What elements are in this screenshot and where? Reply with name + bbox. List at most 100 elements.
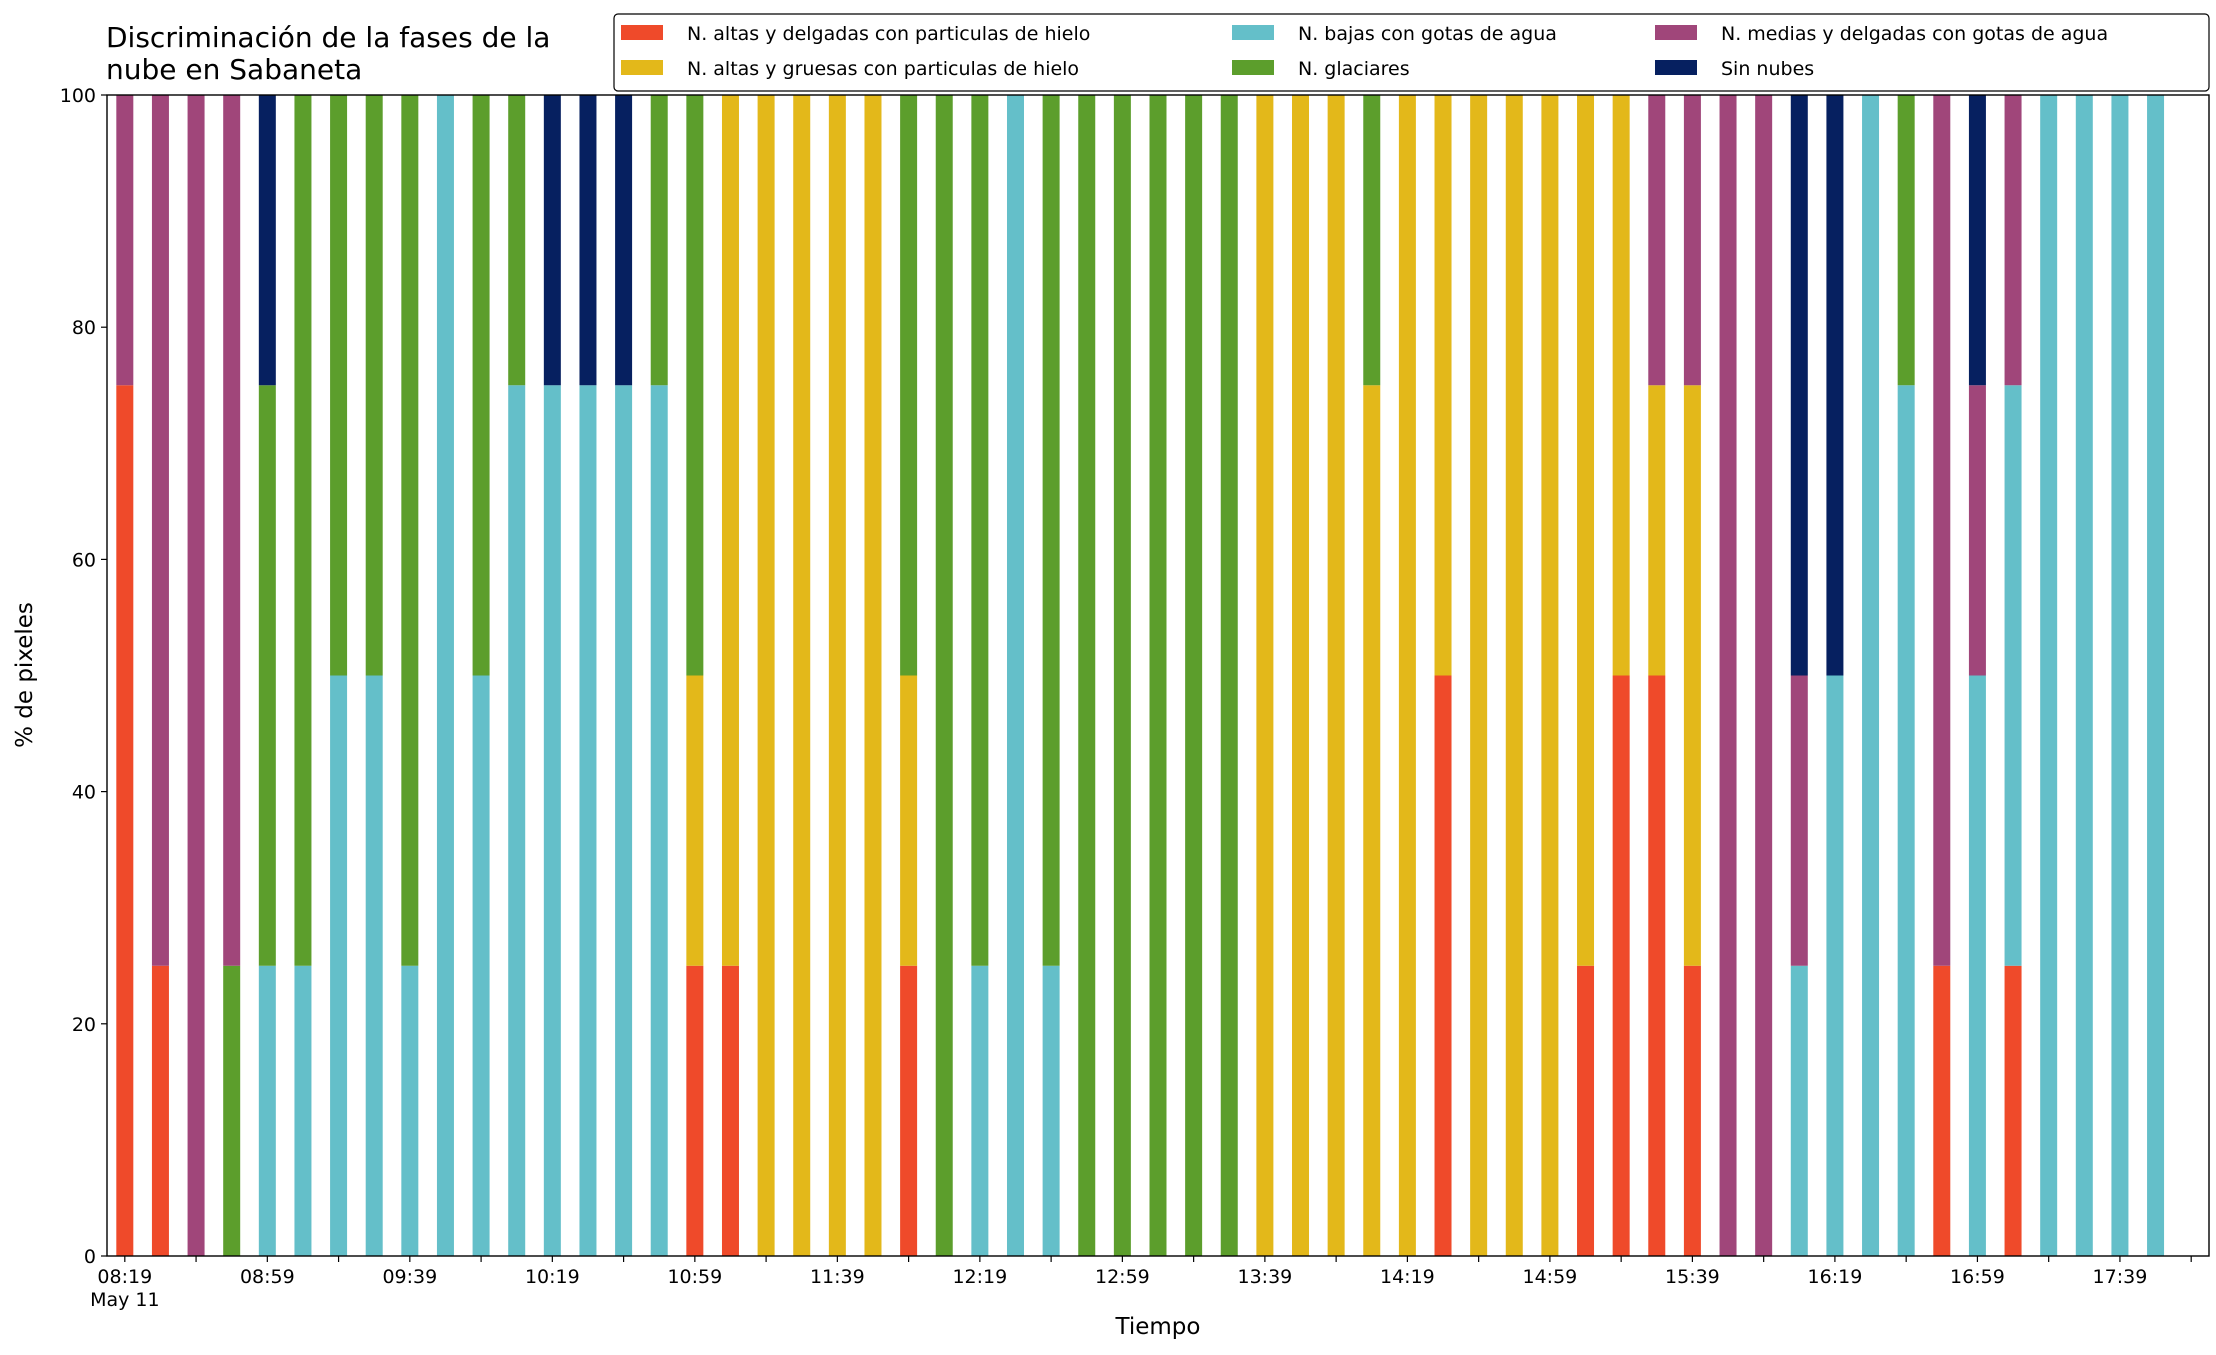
bar-segment <box>1648 385 1666 676</box>
x-tick-label: 12:19 <box>952 1266 1007 1288</box>
bar-segment <box>615 95 633 386</box>
bar-segment <box>900 965 918 1256</box>
bar-segment <box>1042 95 1060 966</box>
bar-segment <box>1826 675 1844 1256</box>
legend-box <box>613 13 2210 92</box>
x-date-label: May 11 <box>90 1289 160 1311</box>
bar-segment <box>1719 95 1737 1256</box>
bar-segment <box>294 95 312 966</box>
bar-segment <box>365 675 383 1256</box>
legend-label: N. altas y delgadas con particulas de hi… <box>687 23 1090 45</box>
bar-segment <box>971 95 989 966</box>
bar-segment <box>1006 95 1024 1256</box>
x-tick-label: 14:19 <box>1380 1266 1435 1288</box>
bar-segment <box>543 385 561 1256</box>
x-tick-label: 10:19 <box>525 1266 580 1288</box>
bar-segment <box>1790 675 1808 966</box>
y-tick-label: 40 <box>72 782 96 804</box>
bar-segment <box>365 95 383 676</box>
bar-segment <box>686 95 704 676</box>
bar-segment <box>1826 95 1844 676</box>
bar-segment <box>1113 95 1131 1256</box>
bar-segment <box>686 965 704 1256</box>
bar-segment <box>1363 385 1381 1256</box>
legend-swatch <box>1232 25 1274 40</box>
plot-frame <box>106 94 2210 1257</box>
bar-segment <box>2004 965 2022 1256</box>
x-tick-label: 13:39 <box>1237 1266 1292 1288</box>
bar-segment <box>1683 385 1701 966</box>
bar-segment <box>900 675 918 966</box>
bar-segment <box>1434 95 1452 676</box>
bar-segment <box>1327 95 1345 1256</box>
bar-segment <box>1968 95 1986 386</box>
bar-segment <box>1968 675 1986 1256</box>
legend-label: N. bajas con gotas de agua <box>1298 23 1557 45</box>
bar-segment <box>1933 95 1951 966</box>
bar-segment <box>294 965 312 1256</box>
legend-label: N. altas y gruesas con particulas de hie… <box>687 58 1079 80</box>
bar-segment <box>401 965 419 1256</box>
bar-segment <box>258 965 276 1256</box>
bar-segment <box>1790 965 1808 1256</box>
bar-segment <box>1577 95 1595 966</box>
x-tick-label: 14:59 <box>1523 1266 1578 1288</box>
bar-segment <box>1398 95 1416 1256</box>
legend-label: Sin nubes <box>1721 58 1814 80</box>
legend-swatch <box>1655 25 1697 40</box>
bar-segment <box>330 95 348 676</box>
bar-segment <box>1541 95 1559 1256</box>
y-tick-label: 80 <box>72 317 96 339</box>
chart-title: Discriminación de la fases de la nube en… <box>106 21 551 86</box>
bar-segment <box>508 385 526 1256</box>
bar-segment <box>472 95 490 676</box>
bar-segment <box>508 95 526 386</box>
bar-segment <box>187 95 205 1256</box>
bar-segment <box>1897 95 1915 386</box>
bar-segment <box>258 95 276 386</box>
bar-segment <box>1470 95 1488 1256</box>
legend-swatch <box>1655 60 1697 75</box>
bar-segment <box>721 965 739 1256</box>
bar-segment <box>1042 965 1060 1256</box>
bar-segment <box>1220 95 1238 1256</box>
bar-segment <box>151 95 169 966</box>
bar-segment <box>579 385 597 1256</box>
x-tick-label: 16:59 <box>1950 1266 2005 1288</box>
x-tick-label: 10:59 <box>667 1266 722 1288</box>
bar-segment <box>1292 95 1310 1256</box>
bar-segment <box>650 95 668 386</box>
bar-segment <box>2004 95 2022 386</box>
bar-segment <box>1363 95 1381 386</box>
bar-segment <box>472 675 490 1256</box>
bar-segment <box>1968 385 1986 676</box>
bar-segment <box>330 675 348 1256</box>
bar-segment <box>2111 95 2129 1256</box>
x-tick-label: 15:39 <box>1665 1266 1720 1288</box>
bar-segment <box>900 95 918 676</box>
legend-label: N. glaciares <box>1298 58 1410 80</box>
bar-segment <box>1755 95 1773 1256</box>
legend-swatch <box>621 25 663 40</box>
bar-segment <box>1612 95 1630 676</box>
legend-swatch <box>1232 60 1274 75</box>
bar-segment <box>223 95 241 966</box>
bar-segment <box>721 95 739 966</box>
bar-segment <box>757 95 775 1256</box>
bar-segment <box>864 95 882 1256</box>
bar-segment <box>1577 965 1595 1256</box>
y-tick-label: 100 <box>60 85 96 107</box>
bar-segment <box>258 385 276 966</box>
bar-segment <box>1648 95 1666 386</box>
bar-segment <box>1078 95 1096 1256</box>
bar-segment <box>1505 95 1523 1256</box>
bar-segment <box>1434 675 1452 1256</box>
x-tick-label: 12:59 <box>1095 1266 1150 1288</box>
bar-segment <box>2147 95 2165 1256</box>
bar-segment <box>1256 95 1274 1256</box>
bar-segment <box>1933 965 1951 1256</box>
bar-segment <box>151 965 169 1256</box>
bar-segment <box>615 385 633 1256</box>
bar-segment <box>116 385 134 1256</box>
